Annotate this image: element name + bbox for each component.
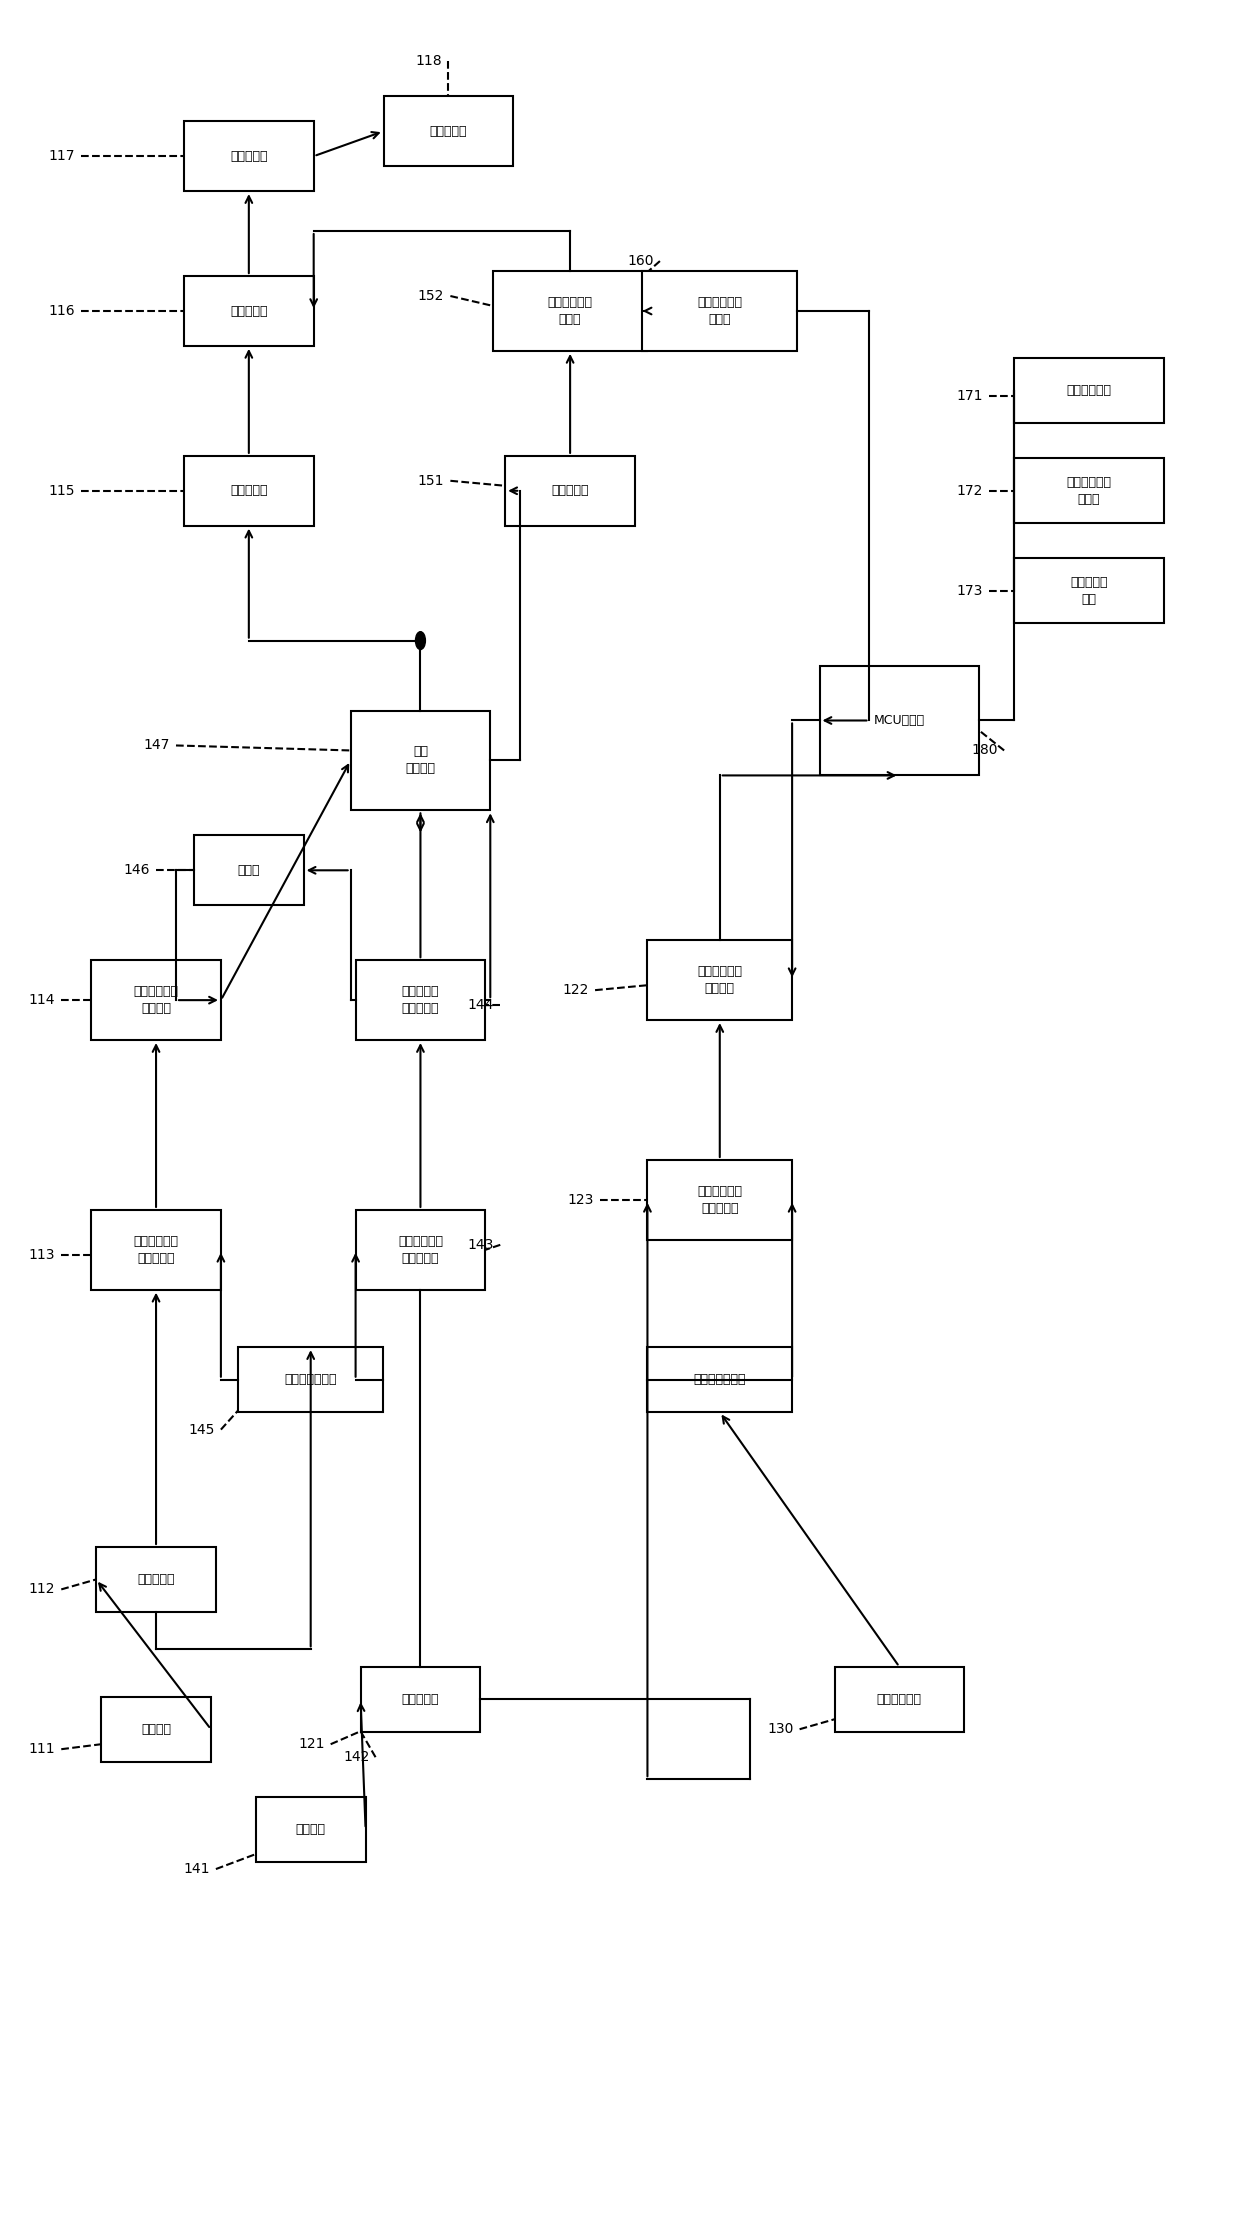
Bar — [184, 120, 314, 192]
Bar — [1014, 359, 1164, 424]
Text: 180: 180 — [971, 743, 998, 759]
Text: 116: 116 — [48, 303, 76, 319]
Text: 152: 152 — [418, 290, 444, 303]
Bar — [255, 1796, 366, 1861]
Bar — [1014, 457, 1164, 524]
Text: 173: 173 — [956, 585, 983, 598]
Bar — [184, 277, 314, 346]
Text: 接收侧菜单
按键: 接收侧菜单 按键 — [1070, 576, 1107, 605]
Bar — [356, 1209, 485, 1290]
Text: 151: 151 — [418, 473, 444, 489]
Text: 118: 118 — [415, 54, 443, 69]
Text: 噪音放大整流
比较器: 噪音放大整流 比较器 — [697, 297, 743, 326]
Text: 第一通道中放
解调电路: 第一通道中放 解调电路 — [134, 986, 179, 1015]
Text: 音频输出端: 音频输出端 — [429, 125, 467, 138]
Text: 音频放大器: 音频放大器 — [231, 149, 268, 163]
Bar — [361, 1667, 480, 1731]
Text: 114: 114 — [29, 993, 55, 1006]
Bar — [505, 455, 635, 527]
Bar — [820, 665, 980, 776]
Bar — [92, 1209, 221, 1290]
Text: 扫频通道高频
放大混频器: 扫频通道高频 放大混频器 — [697, 1185, 743, 1216]
Bar — [193, 834, 304, 906]
Text: 第一通道高频
放大混频器: 第一通道高频 放大混频器 — [134, 1234, 179, 1265]
Text: 123: 123 — [568, 1194, 594, 1207]
Text: 112: 112 — [29, 1582, 55, 1597]
Text: 导频滤波器: 导频滤波器 — [552, 484, 589, 498]
Bar — [92, 959, 221, 1040]
Circle shape — [415, 631, 425, 649]
Text: 第二天线: 第二天线 — [295, 1823, 326, 1836]
Text: 第一射频芯片: 第一射频芯片 — [877, 1693, 921, 1707]
Text: 音频滤波器: 音频滤波器 — [231, 484, 268, 498]
Bar — [356, 959, 485, 1040]
Text: 本机扫频振荡器: 本机扫频振荡器 — [693, 1372, 746, 1385]
Bar — [102, 1698, 211, 1762]
Text: 音频扩展器: 音频扩展器 — [231, 303, 268, 317]
Text: 117: 117 — [48, 149, 76, 163]
Text: 第一功分器: 第一功分器 — [138, 1573, 175, 1586]
Text: 172: 172 — [956, 484, 983, 498]
Text: 146: 146 — [123, 863, 150, 877]
Text: 147: 147 — [144, 738, 170, 752]
Text: 142: 142 — [343, 1749, 370, 1765]
Text: 141: 141 — [184, 1863, 210, 1876]
Text: 122: 122 — [563, 984, 589, 997]
Bar — [184, 455, 314, 527]
Text: 接收侧显示屏: 接收侧显示屏 — [1066, 384, 1111, 397]
Text: 扫频通道中放
解调电路: 扫频通道中放 解调电路 — [697, 966, 743, 995]
Text: 115: 115 — [48, 484, 76, 498]
Text: 145: 145 — [188, 1423, 215, 1437]
Bar — [835, 1667, 965, 1731]
Text: 130: 130 — [768, 1722, 794, 1736]
Bar — [351, 709, 490, 810]
Text: 111: 111 — [29, 1742, 55, 1756]
Text: 第二功分器: 第二功分器 — [402, 1693, 439, 1707]
Text: 143: 143 — [467, 1238, 494, 1252]
Bar — [647, 939, 792, 1020]
Text: 比较器: 比较器 — [238, 863, 260, 877]
Bar — [642, 270, 797, 350]
Text: 144: 144 — [467, 997, 494, 1013]
Bar — [238, 1348, 383, 1412]
Text: 本机比较振荡器: 本机比较振荡器 — [284, 1372, 337, 1385]
Text: 121: 121 — [298, 1738, 325, 1751]
Text: MCU接收器: MCU接收器 — [874, 714, 925, 727]
Text: 113: 113 — [29, 1247, 55, 1263]
Bar — [383, 96, 513, 165]
Bar — [1014, 558, 1164, 622]
Bar — [492, 270, 647, 350]
Text: 第二通道中
放解调电路: 第二通道中 放解调电路 — [402, 986, 439, 1015]
Text: 160: 160 — [627, 254, 653, 268]
Bar — [97, 1546, 216, 1611]
Text: 第一天线: 第一天线 — [141, 1722, 171, 1736]
Text: 导频放大整流
比较器: 导频放大整流 比较器 — [548, 297, 593, 326]
Text: 第二通道高频
放大混频器: 第二通道高频 放大混频器 — [398, 1234, 443, 1265]
Text: 选择
开关电路: 选择 开关电路 — [405, 745, 435, 776]
Text: 171: 171 — [956, 388, 983, 404]
Text: 接收侧红外线
发射器: 接收侧红外线 发射器 — [1066, 475, 1111, 506]
Bar — [647, 1160, 792, 1240]
Bar — [647, 1348, 792, 1412]
